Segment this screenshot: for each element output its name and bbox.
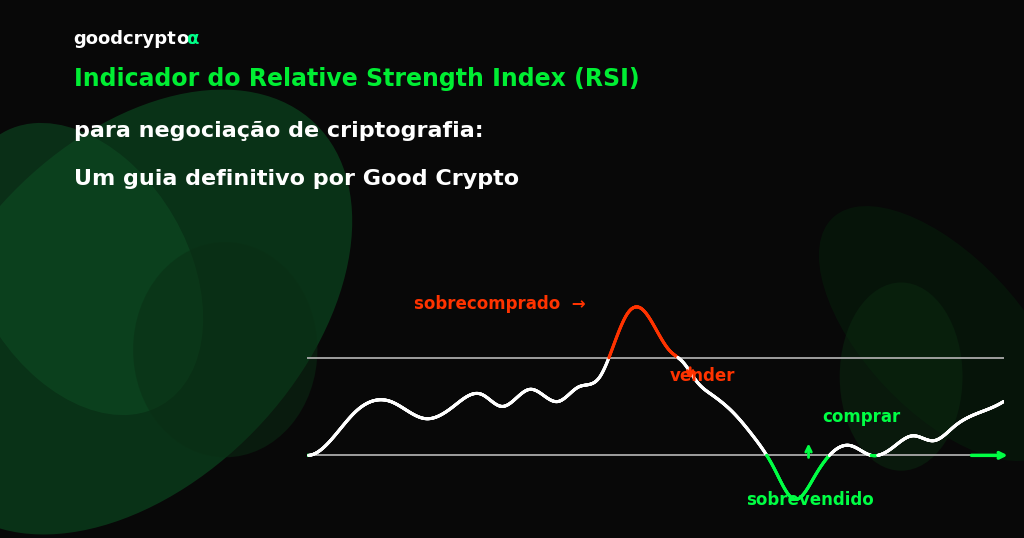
Text: sobrecomprado  →: sobrecomprado →	[414, 295, 586, 313]
Text: vender: vender	[670, 367, 735, 385]
Text: Um guia definitivo por Good Crypto: Um guia definitivo por Good Crypto	[74, 169, 519, 189]
Ellipse shape	[840, 282, 963, 471]
Ellipse shape	[0, 90, 352, 534]
Text: o: o	[176, 30, 188, 47]
Text: comprar: comprar	[822, 408, 901, 426]
Ellipse shape	[133, 242, 317, 457]
Text: goodcrypt: goodcrypt	[74, 30, 176, 47]
Text: para negociação de criptografia:: para negociação de criptografia:	[74, 121, 483, 141]
Text: sobrevendido: sobrevendido	[745, 491, 873, 509]
Text: α: α	[186, 30, 199, 47]
Text: Indicador do Relative Strength Index (RSI): Indicador do Relative Strength Index (RS…	[74, 67, 639, 91]
Ellipse shape	[0, 123, 203, 415]
Ellipse shape	[819, 206, 1024, 461]
